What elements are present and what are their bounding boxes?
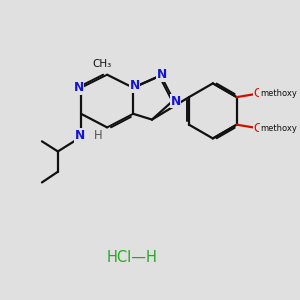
Text: N: N [74, 81, 84, 94]
Text: methoxy: methoxy [260, 124, 293, 133]
Text: N: N [157, 68, 167, 81]
Text: N: N [171, 95, 181, 108]
Text: O: O [253, 122, 263, 135]
Text: methoxy: methoxy [260, 124, 297, 133]
Text: HCl—H: HCl—H [106, 250, 157, 265]
Text: H: H [94, 129, 102, 142]
Text: N: N [130, 79, 140, 92]
Text: N: N [74, 129, 85, 142]
Text: CH₃: CH₃ [92, 59, 112, 69]
Text: methoxy: methoxy [260, 88, 293, 98]
Text: O: O [253, 87, 263, 100]
Text: methoxy: methoxy [260, 89, 297, 98]
